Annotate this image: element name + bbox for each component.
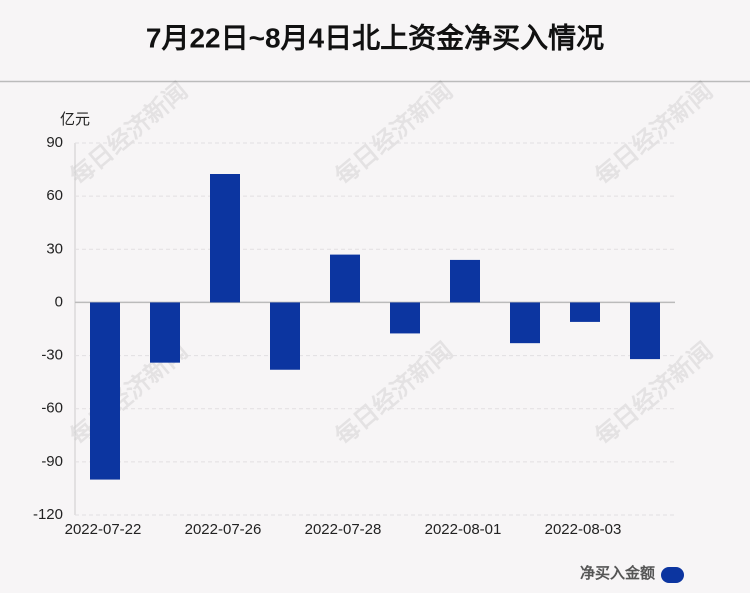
bar	[450, 259, 480, 303]
bar	[90, 302, 120, 480]
y-tick-label: 90	[46, 134, 63, 151]
x-tick-label: 2022-07-28	[305, 521, 382, 538]
bar	[390, 302, 420, 334]
y-tick-label: 0	[55, 293, 63, 310]
y-tick-label: 60	[46, 187, 63, 204]
bar	[330, 254, 360, 303]
x-tick-label: 2022-08-01	[425, 521, 502, 538]
y-tick-label: -120	[33, 506, 63, 523]
y-tick-label: -30	[41, 347, 63, 364]
bar	[270, 302, 300, 370]
bar	[630, 302, 660, 360]
bar	[570, 302, 600, 322]
x-tick-label: 2022-07-26	[185, 521, 262, 538]
x-tick-label: 2022-07-22	[65, 521, 142, 538]
legend-label: 净买入金额	[580, 564, 655, 582]
chart-title: 7月22日~8月4日北上资金净买入情况	[146, 21, 604, 53]
legend-swatch	[661, 567, 684, 583]
bar	[510, 302, 540, 344]
y-tick-label: -90	[41, 453, 63, 470]
bar	[210, 174, 240, 303]
y-unit: 亿元	[60, 111, 90, 128]
bar	[150, 302, 180, 363]
x-tick-label: 2022-08-03	[545, 521, 622, 538]
y-tick-label: 30	[46, 240, 63, 257]
y-tick-label: -60	[41, 400, 63, 417]
